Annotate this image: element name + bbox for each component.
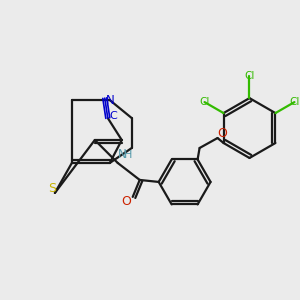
Text: H: H xyxy=(124,150,132,160)
Text: Cl: Cl xyxy=(244,71,255,81)
Text: N: N xyxy=(105,94,114,106)
Text: N: N xyxy=(117,148,126,161)
Text: O: O xyxy=(121,195,131,208)
Text: Cl: Cl xyxy=(200,97,210,107)
Text: C: C xyxy=(109,111,117,121)
Text: O: O xyxy=(218,127,227,140)
Text: S: S xyxy=(48,182,56,195)
Text: Cl: Cl xyxy=(289,97,300,107)
